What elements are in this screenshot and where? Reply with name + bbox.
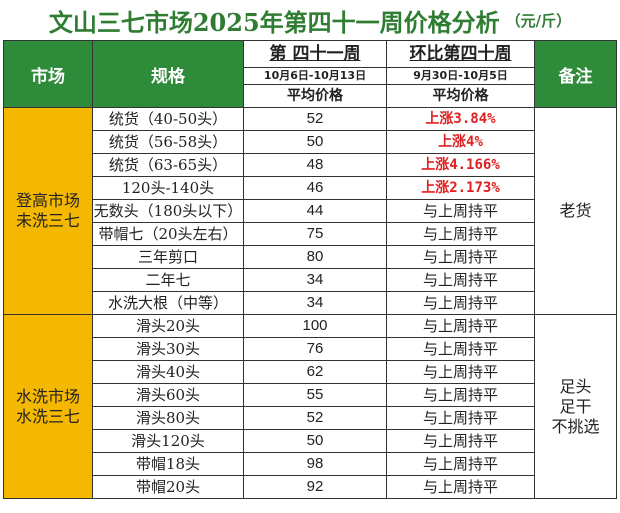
table-row: 滑头40头 62 与上周持平 <box>4 360 617 384</box>
table-row: 滑头60头 55 与上周持平 <box>4 383 617 407</box>
table-row: 登高市场 未洗三七 统货（40-50头） 52 上涨3.84% 老货 <box>3 107 617 315</box>
table-row: 120头-140头 46 上涨2.173% <box>4 176 617 200</box>
header-compare-average: 平均价格 <box>386 84 535 108</box>
table-row: 带帽七（20头左右） 75 与上周持平 <box>4 222 617 246</box>
price-cell: 100 <box>243 314 387 338</box>
spec-cell: 水洗大根（中等） <box>92 291 244 315</box>
header-compare-week: 环比第四十周 <box>386 40 535 68</box>
table-row: 统货（56-58头） 50 上涨4% <box>4 130 617 154</box>
price-table: 市场 规格 第 四十一周 环比第四十周 备注 10月6日-10月13日 9月30… <box>3 40 617 499</box>
table-row: 水洗市场 水洗三七 滑头20头 100 与上周持平 足头 足干 不挑选 <box>3 314 617 499</box>
market-cell: 水洗市场 水洗三七 <box>3 314 93 499</box>
table-row: 水洗大根（中等） 34 与上周持平 <box>4 291 617 315</box>
price-cell: 75 <box>243 222 387 246</box>
change-cell: 与上周持平 <box>386 245 535 269</box>
change-cell: 与上周持平 <box>386 383 535 407</box>
change-cell: 与上周持平 <box>386 475 535 499</box>
spec-cell: 无数头（180头以下） <box>92 199 244 223</box>
header-remark: 备注 <box>534 40 617 108</box>
table-row: 统货（63-65头） 48 上涨4.166% <box>4 153 617 177</box>
spec-cell: 滑头20头 <box>92 314 244 338</box>
title-main: 文山三七市场2025年第四十一周价格分析 <box>48 7 500 37</box>
price-cell: 76 <box>243 337 387 361</box>
change-cell: 与上周持平 <box>386 222 535 246</box>
spec-cell: 滑头60头 <box>92 383 244 407</box>
table-row: 三年剪口 80 与上周持平 <box>4 245 617 269</box>
spec-cell: 三年剪口 <box>92 245 244 269</box>
title-unit: （元/斤） <box>505 11 572 30</box>
table-row: 带帽18头 98 与上周持平 <box>4 452 617 476</box>
header-spec: 规格 <box>92 40 244 108</box>
table-row: 二年七 34 与上周持平 <box>4 268 617 292</box>
price-cell: 34 <box>243 268 387 292</box>
spec-cell: 120头-140头 <box>92 176 244 200</box>
change-cell-increase: 上涨2.173% <box>386 176 535 200</box>
spec-cell: 滑头80头 <box>92 406 244 430</box>
change-cell: 与上周持平 <box>386 268 535 292</box>
price-cell: 46 <box>243 176 387 200</box>
change-cell: 与上周持平 <box>386 314 535 338</box>
header-average-price: 平均价格 <box>243 84 387 108</box>
change-cell: 与上周持平 <box>386 360 535 384</box>
price-cell: 50 <box>243 429 387 453</box>
spec-cell: 统货（40-50头） <box>92 107 244 131</box>
price-cell: 52 <box>243 107 387 131</box>
price-cell: 48 <box>243 153 387 177</box>
change-cell: 与上周持平 <box>386 429 535 453</box>
spec-cell: 统货（56-58头） <box>92 130 244 154</box>
spec-cell: 滑头30头 <box>92 337 244 361</box>
price-cell: 34 <box>243 291 387 315</box>
change-cell-increase: 上涨4.166% <box>386 153 535 177</box>
change-cell: 与上周持平 <box>386 291 535 315</box>
price-cell: 98 <box>243 452 387 476</box>
price-cell: 92 <box>243 475 387 499</box>
remark-cell: 足头 足干 不挑选 <box>534 314 617 499</box>
change-cell: 与上周持平 <box>386 199 535 223</box>
spec-cell: 统货（63-65头） <box>92 153 244 177</box>
spec-cell: 带帽18头 <box>92 452 244 476</box>
change-cell: 与上周持平 <box>386 337 535 361</box>
price-cell: 62 <box>243 360 387 384</box>
table-row: 无数头（180头以下） 44 与上周持平 <box>4 199 617 223</box>
table-row: 滑头80头 52 与上周持平 <box>4 406 617 430</box>
change-cell: 与上周持平 <box>386 452 535 476</box>
page-title: 文山三七市场2025年第四十一周价格分析 （元/斤） <box>0 0 620 40</box>
header-current-dates: 10月6日-10月13日 <box>243 67 387 85</box>
table-row: 滑头120头 50 与上周持平 <box>4 429 617 453</box>
spec-cell: 带帽20头 <box>92 475 244 499</box>
spec-cell: 滑头120头 <box>92 429 244 453</box>
spec-cell: 滑头40头 <box>92 360 244 384</box>
table-body: 登高市场 未洗三七 统货（40-50头） 52 上涨3.84% 老货 统货（56-58头）… <box>3 107 617 499</box>
spec-cell: 二年七 <box>92 268 244 292</box>
price-cell: 44 <box>243 199 387 223</box>
header-current-week: 第 四十一周 <box>243 40 387 68</box>
spec-cell: 带帽七（20头左右） <box>92 222 244 246</box>
price-cell: 80 <box>243 245 387 269</box>
remark-cell: 老货 <box>534 107 617 315</box>
market-cell: 登高市场 未洗三七 <box>3 107 93 315</box>
table-row: 带帽20头 92 与上周持平 <box>4 475 617 499</box>
change-cell-increase: 上涨4% <box>386 130 535 154</box>
change-cell: 与上周持平 <box>386 406 535 430</box>
price-cell: 52 <box>243 406 387 430</box>
price-cell: 50 <box>243 130 387 154</box>
change-cell-increase: 上涨3.84% <box>386 107 535 131</box>
header-market: 市场 <box>3 40 93 108</box>
table-row: 滑头30头 76 与上周持平 <box>4 337 617 361</box>
price-cell: 55 <box>243 383 387 407</box>
header-compare-dates: 9月30日-10月5日 <box>386 67 535 85</box>
